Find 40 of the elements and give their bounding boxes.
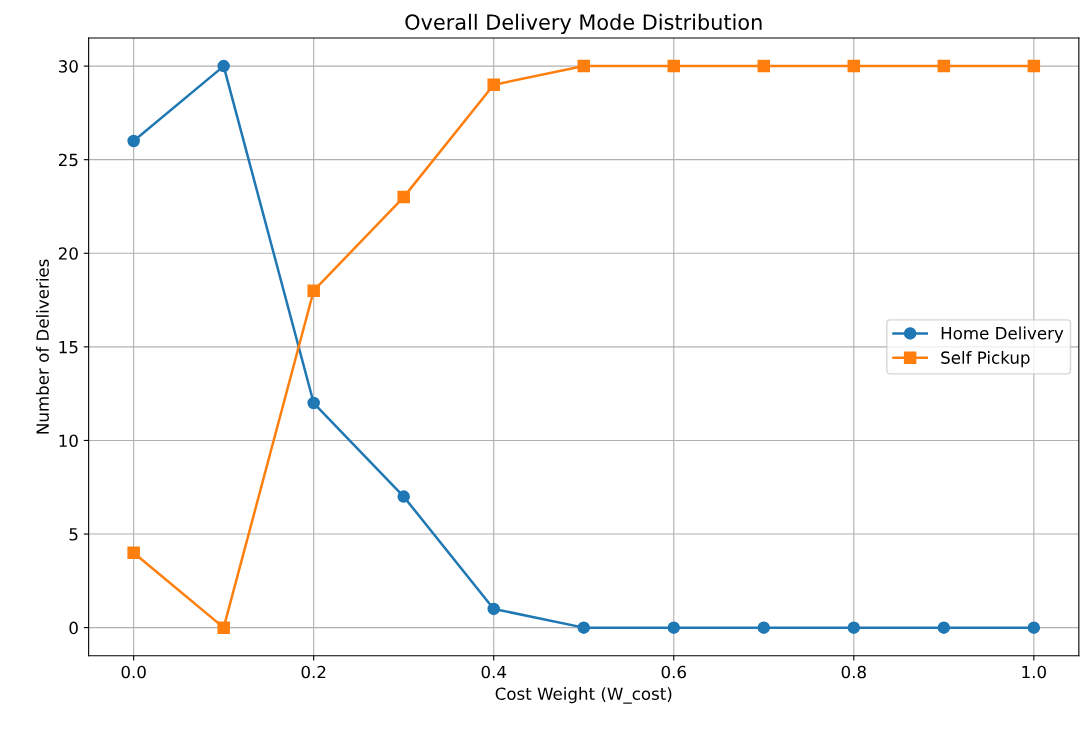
x-tick-label: 1.0 <box>1022 665 1046 679</box>
point <box>397 190 410 204</box>
x-tick-label: 0.8 <box>841 665 866 679</box>
x-tick-label: 0.6 <box>661 665 686 679</box>
point <box>937 59 951 73</box>
point <box>667 621 681 634</box>
y-tick-label: 5 <box>69 528 78 541</box>
legend-label: Home Delivery <box>941 326 1064 343</box>
x-tick-label: 0.2 <box>301 665 326 679</box>
point <box>577 621 590 634</box>
point <box>217 621 230 634</box>
point <box>307 284 320 297</box>
point <box>667 59 681 73</box>
point <box>217 59 230 73</box>
point <box>1027 59 1041 73</box>
point <box>307 396 320 410</box>
legend-label: Self Pickup <box>941 351 1030 368</box>
point <box>757 621 771 634</box>
point <box>397 490 410 503</box>
point <box>757 59 771 73</box>
point <box>937 621 951 634</box>
y-tick-label: 20 <box>58 247 78 260</box>
y-tick-label: 25 <box>58 153 78 167</box>
point <box>1027 621 1041 634</box>
chart-title: Overall Delivery Mode Distribution <box>405 13 762 35</box>
point <box>847 59 861 73</box>
point <box>487 78 500 92</box>
y-tick-label: 15 <box>59 341 78 354</box>
point <box>127 134 140 148</box>
x-axis-title: Cost Weight (W_cost) <box>495 687 672 704</box>
point <box>577 59 590 73</box>
y-axis-title: Number of Deliveries <box>36 259 49 434</box>
point <box>847 621 861 634</box>
y-tick-label: 10 <box>59 434 78 448</box>
y-tick-label: 30 <box>58 60 78 73</box>
y-tick-label: 0 <box>69 621 78 635</box>
point <box>127 546 140 560</box>
point <box>487 602 500 616</box>
x-tick-label: 0.4 <box>481 665 507 679</box>
x-tick-label: 0.0 <box>121 665 146 679</box>
